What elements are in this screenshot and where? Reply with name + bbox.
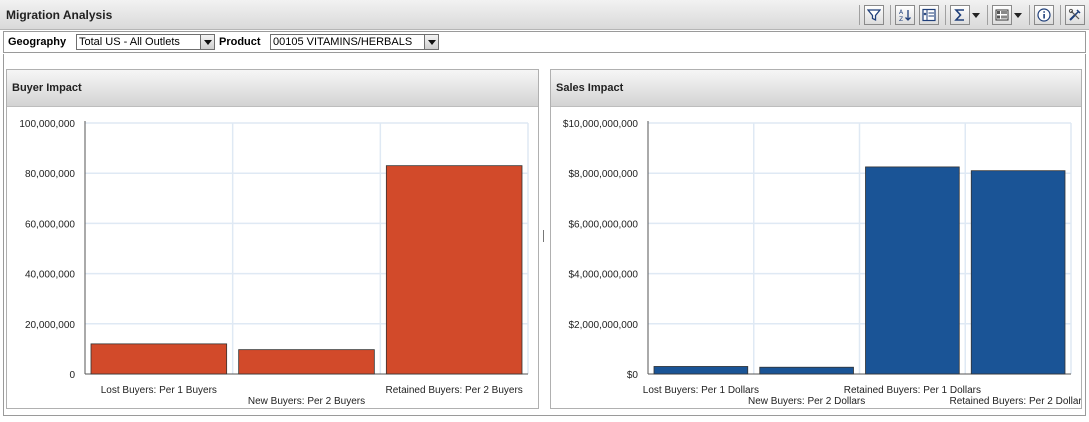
sum-dropdown-arrow[interactable]	[971, 5, 981, 25]
chevron-down-icon	[1014, 12, 1022, 18]
info-button[interactable]	[1034, 5, 1054, 25]
sum-button[interactable]	[950, 5, 970, 25]
geography-select-value: Total US - All Outlets	[79, 36, 180, 48]
geography-dropdown-arrow[interactable]	[200, 35, 214, 49]
product-label: Product	[219, 36, 261, 48]
y-tick-label: 0	[69, 370, 75, 381]
y-tick-label: 40,000,000	[25, 270, 75, 281]
layout-grid-icon	[995, 9, 1009, 21]
product-select[interactable]: 00105 VITAMINS/HERBALS	[270, 34, 439, 50]
x-category-label: New Buyers: Per 2 Buyers	[248, 396, 365, 407]
toolbar-separator	[1029, 5, 1030, 25]
y-tick-label: 100,000,000	[19, 119, 75, 130]
panel-header: Sales Impact	[551, 70, 1081, 107]
geography-select[interactable]: Total US - All Outlets	[76, 34, 215, 50]
bar	[865, 166, 960, 375]
y-tick-label: 20,000,000	[25, 320, 75, 331]
y-tick-label: $4,000,000,000	[568, 270, 638, 281]
product-dropdown-arrow[interactable]	[424, 35, 438, 49]
y-tick-label: $6,000,000,000	[568, 219, 638, 230]
column-select-button[interactable]	[919, 5, 939, 25]
toolbar-separator	[859, 5, 860, 25]
buyer-impact-chart: 0 20,000,000 40,000,000 60,000,000 80,000,00…	[19, 119, 529, 407]
y-tick-label: 80,000,000	[25, 169, 75, 180]
svg-text:A: A	[899, 9, 904, 16]
sort-button[interactable]: A Z	[895, 5, 915, 25]
sales-impact-chart: $0 $2,000,000,000 $4,000,000,000 $6,000,000…	[563, 119, 1081, 407]
y-tick-label: 60,000,000	[25, 219, 75, 230]
svg-text:Z: Z	[899, 16, 903, 22]
y-tick-label: $10,000,000,000	[563, 119, 639, 130]
y-tick-label: $8,000,000,000	[568, 169, 638, 180]
chevron-down-icon	[972, 12, 980, 18]
x-category-label: Retained Buyers: Per 2 Buyers	[386, 385, 523, 396]
tools-icon	[1068, 8, 1081, 21]
toolbar: A Z	[853, 4, 1085, 26]
x-category-label: New Buyers: Per 2 Dollars	[748, 396, 865, 407]
bar	[653, 366, 749, 375]
filter-button[interactable]	[864, 5, 884, 25]
x-category-label: Lost Buyers: Per 1 Dollars	[643, 385, 759, 396]
x-category-label: Retained Buyers: Per 1 Dollars	[844, 385, 981, 396]
bar	[385, 165, 523, 375]
chevron-down-icon	[427, 39, 436, 45]
bar	[238, 349, 375, 375]
y-tick-label: $0	[627, 370, 639, 381]
panel-title: Buyer Impact	[12, 82, 82, 94]
info-icon	[1037, 8, 1051, 22]
x-category-label: Retained Buyers: Per 2 Dollars	[949, 396, 1081, 407]
panel-header: Buyer Impact	[7, 70, 538, 107]
toolbar-separator	[987, 5, 988, 25]
y-tick-label: $2,000,000,000	[568, 320, 638, 331]
panel-title: Sales Impact	[556, 82, 624, 94]
window-title-bar: Migration Analysis A Z	[0, 0, 1089, 30]
sum-icon	[954, 9, 964, 21]
bar	[759, 366, 854, 375]
chevron-down-icon	[203, 39, 212, 45]
sort-icon: A Z	[899, 9, 911, 22]
geography-label: Geography	[8, 36, 67, 48]
panel-splitter-handle[interactable]	[543, 230, 545, 242]
toolbar-separator	[890, 5, 891, 25]
product-select-value: 00105 VITAMINS/HERBALS	[273, 36, 413, 48]
layout-dropdown-arrow[interactable]	[1013, 5, 1023, 25]
buyer-impact-panel: Buyer Impact 0 20,000,000 40,000,000 60,000…	[6, 69, 539, 409]
bar	[970, 170, 1066, 375]
x-category-label: Lost Buyers: Per 1 Buyers	[101, 385, 217, 396]
filter-icon	[867, 9, 881, 22]
bar	[90, 343, 228, 375]
app-title: Migration Analysis	[6, 8, 113, 22]
toolbar-separator	[1060, 5, 1061, 25]
toolbar-separator	[945, 5, 946, 25]
tools-button[interactable]	[1065, 5, 1085, 25]
filter-bar: Geography Total US - All Outlets Product…	[3, 31, 1086, 53]
column-select-icon	[922, 8, 936, 22]
layout-button[interactable]	[992, 5, 1012, 25]
sales-impact-panel: Sales Impact $0 $2,000,000,000 $4,000,000,…	[550, 69, 1082, 409]
